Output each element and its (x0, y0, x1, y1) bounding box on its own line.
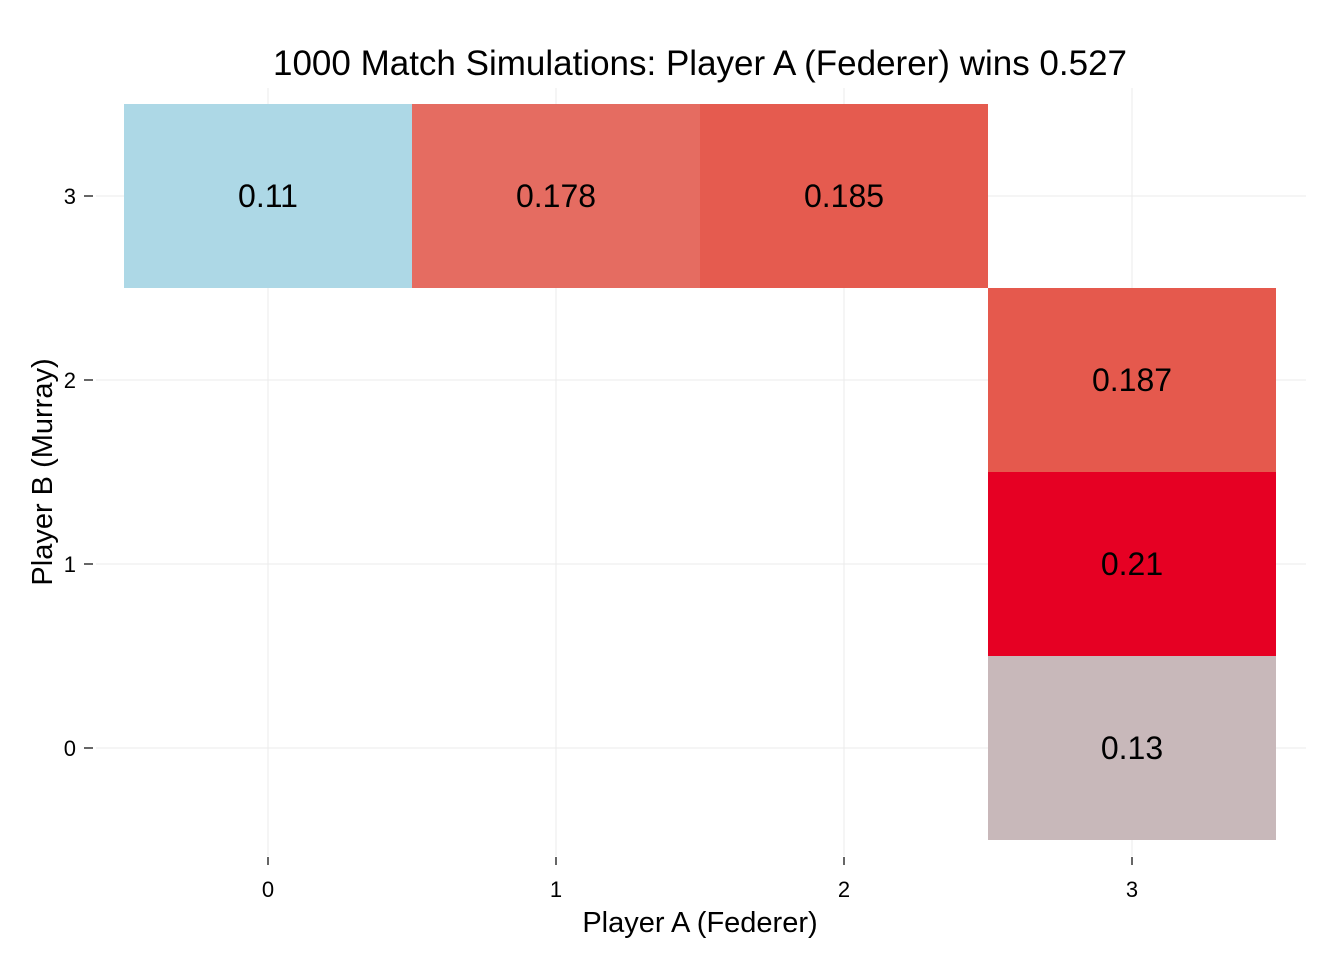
y-tick-label: 2 (64, 368, 76, 393)
y-tick-label: 0 (64, 736, 76, 761)
cell-value-label: 0.13 (1101, 730, 1163, 766)
cell-value-label: 0.178 (516, 178, 596, 214)
cell-labels: 0.11 0.178 0.185 0.187 0.21 0.13 (238, 178, 1172, 766)
y-tick-label: 3 (64, 184, 76, 209)
heatmap-cells (124, 104, 1276, 840)
heatmap-cell (988, 656, 1276, 840)
heatmap-cell (412, 104, 700, 288)
x-tick-label: 2 (838, 877, 850, 902)
heatmap-cell (124, 104, 412, 288)
cell-value-label: 0.21 (1101, 546, 1163, 582)
x-axis-title: Player A (Federer) (582, 907, 817, 939)
heatmap-cell (988, 288, 1276, 472)
axis-ticks: 0 1 2 3 0 1 2 3 (64, 184, 1138, 902)
x-tick-label: 3 (1126, 877, 1138, 902)
cell-value-label: 0.185 (804, 178, 884, 214)
heatmap-cell (700, 104, 988, 288)
heatmap-cell (988, 472, 1276, 656)
y-tick-label: 1 (64, 552, 76, 577)
cell-value-label: 0.11 (238, 178, 298, 214)
chart-title: 1000 Match Simulations: Player A (Federe… (273, 44, 1127, 83)
x-tick-label: 1 (550, 877, 562, 902)
y-axis-title: Player B (Murray) (27, 358, 59, 585)
x-tick-label: 0 (262, 877, 274, 902)
cell-value-label: 0.187 (1092, 362, 1172, 398)
